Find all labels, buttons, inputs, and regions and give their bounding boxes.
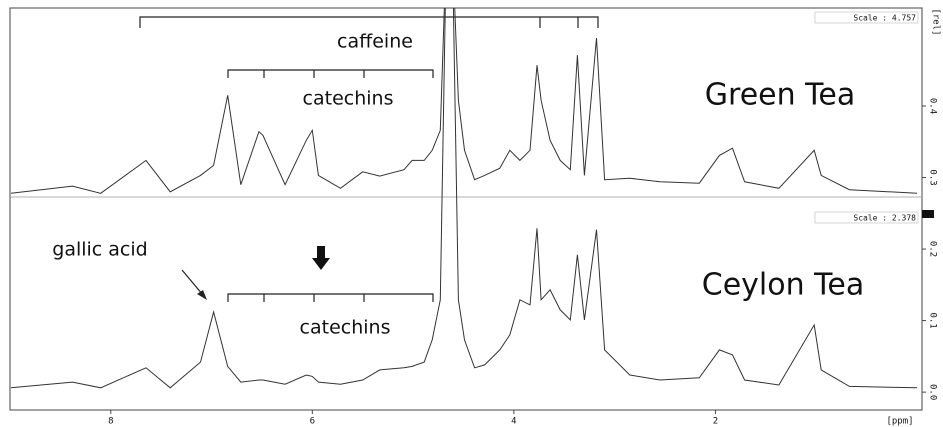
- x-tick-label: 4: [511, 417, 516, 427]
- scale-label: Scale : 4.757: [853, 14, 916, 23]
- catechins-bracket: [227, 69, 434, 78]
- scale-box: [814, 11, 919, 24]
- annotation: caffeine: [337, 31, 413, 53]
- y-tick-label: 0.0: [928, 384, 938, 400]
- y-axis-label: [rel]: [931, 8, 941, 35]
- caffeine-bracket: [139, 16, 599, 28]
- catechins-bracket: [227, 293, 434, 302]
- spectrum-line: [10, 8, 918, 194]
- annotation: catechins: [303, 88, 394, 110]
- scale-box: [814, 211, 919, 224]
- gallic-arrow-head: [197, 290, 207, 300]
- annotation: catechins: [300, 317, 391, 339]
- x-tick-label: 2: [713, 417, 718, 427]
- x-tick-label: 6: [310, 417, 315, 427]
- y-tick-label: 0.3: [928, 169, 938, 185]
- y-tick-label: 0.4: [928, 98, 938, 114]
- down-arrow: [312, 246, 330, 270]
- x-axis-label: [ppm]: [886, 417, 913, 427]
- series-label: Ceylon Tea: [702, 268, 864, 303]
- y-tick-label: 0.1: [928, 312, 938, 328]
- series-label: Green Tea: [705, 78, 855, 113]
- annotation: gallic acid: [52, 239, 147, 261]
- x-tick-label: 8: [108, 417, 113, 427]
- gallic-arrow: [181, 269, 204, 296]
- plot-frame: [9, 7, 923, 411]
- spectrum-line: [10, 8, 918, 389]
- scale-label: Scale : 2.378: [853, 214, 916, 223]
- y-tick-label: 0.2: [928, 241, 938, 257]
- panel-marker: [922, 210, 934, 218]
- spectra: [10, 8, 918, 389]
